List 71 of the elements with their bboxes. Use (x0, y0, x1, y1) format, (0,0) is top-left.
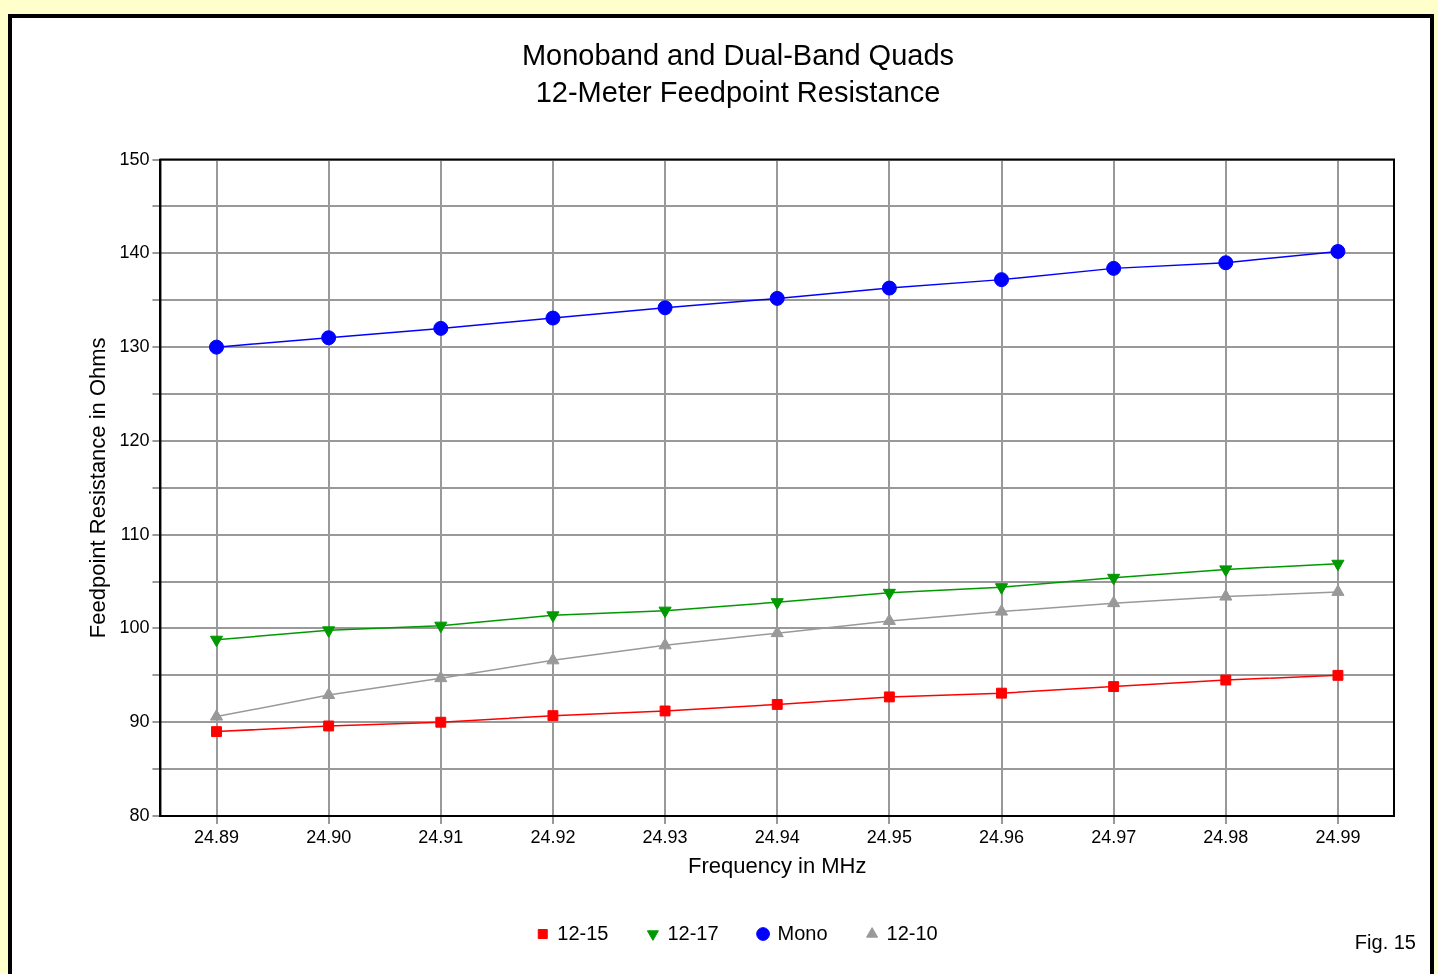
x-tick-label: 24.98 (1203, 826, 1249, 847)
chart-subtitle: 12-Meter Feedpoint Resistance (535, 76, 941, 109)
x-tick-label: 24.97 (1091, 826, 1137, 847)
x-tick-label: 24.93 (642, 826, 688, 847)
point (435, 716, 447, 728)
x-tick-label: 24.92 (530, 826, 576, 847)
y-tick-label: 90 (129, 711, 150, 732)
point (1332, 669, 1344, 681)
point (769, 290, 785, 306)
point (658, 606, 672, 619)
x-axis-title: Frequency in MHz (687, 852, 867, 878)
y-tick-label: 100 (119, 617, 150, 638)
y-tick-label: 110 (120, 523, 150, 544)
point (771, 698, 783, 710)
point (881, 280, 897, 296)
point (433, 320, 449, 336)
point (1108, 681, 1120, 693)
point (1220, 674, 1232, 686)
point (1331, 584, 1345, 596)
point (434, 670, 448, 683)
caption: Fig. 15 (1354, 931, 1416, 954)
point (1106, 260, 1122, 276)
point (994, 583, 1009, 595)
point (994, 272, 1009, 288)
point (546, 611, 560, 623)
point (1218, 255, 1234, 271)
y-tick-label: 140 (119, 242, 150, 263)
point (1330, 244, 1346, 259)
legend-label: 12-17 (667, 921, 719, 944)
point (770, 598, 784, 610)
point (211, 726, 222, 738)
point (545, 310, 561, 326)
y-tick-label: 150 (119, 148, 150, 169)
point (1107, 595, 1121, 608)
point (323, 720, 335, 732)
legend-label: 12-15 (557, 921, 609, 944)
point (209, 339, 224, 355)
chart-title: Monoband and Dual-Band Quads (521, 39, 955, 72)
legend-label: 12-10 (886, 921, 938, 944)
point (659, 705, 671, 717)
point (546, 652, 560, 665)
x-tick-label: 24.96 (978, 826, 1025, 847)
point (321, 330, 337, 346)
x-tick-label: 24.94 (754, 826, 800, 847)
point (547, 710, 559, 722)
x-tick-label: 24.89 (193, 826, 240, 847)
legend-label: Mono (777, 921, 828, 944)
point (883, 691, 895, 703)
point (1107, 573, 1121, 586)
point (994, 604, 1009, 616)
point (882, 588, 896, 601)
y-tick-label: 80 (129, 804, 150, 825)
point (209, 709, 224, 721)
y-tick-label: 130 (119, 336, 150, 357)
x-tick-label: 24.90 (306, 826, 352, 847)
point (658, 637, 672, 650)
y-tick-label: 120 (119, 429, 150, 450)
point (882, 613, 896, 625)
x-tick-label: 24.99 (1315, 826, 1361, 847)
x-tick-label: 24.95 (866, 826, 912, 847)
y-axis-title: Feedpoint Resistance in Ohms (85, 337, 111, 639)
point (322, 687, 336, 700)
point (322, 626, 336, 638)
point (657, 300, 673, 316)
x-tick-label: 24.91 (418, 826, 464, 847)
point (996, 687, 1007, 699)
point (1219, 565, 1233, 577)
point (434, 621, 448, 634)
point (209, 635, 224, 648)
point (1219, 589, 1233, 601)
point (1331, 559, 1345, 572)
